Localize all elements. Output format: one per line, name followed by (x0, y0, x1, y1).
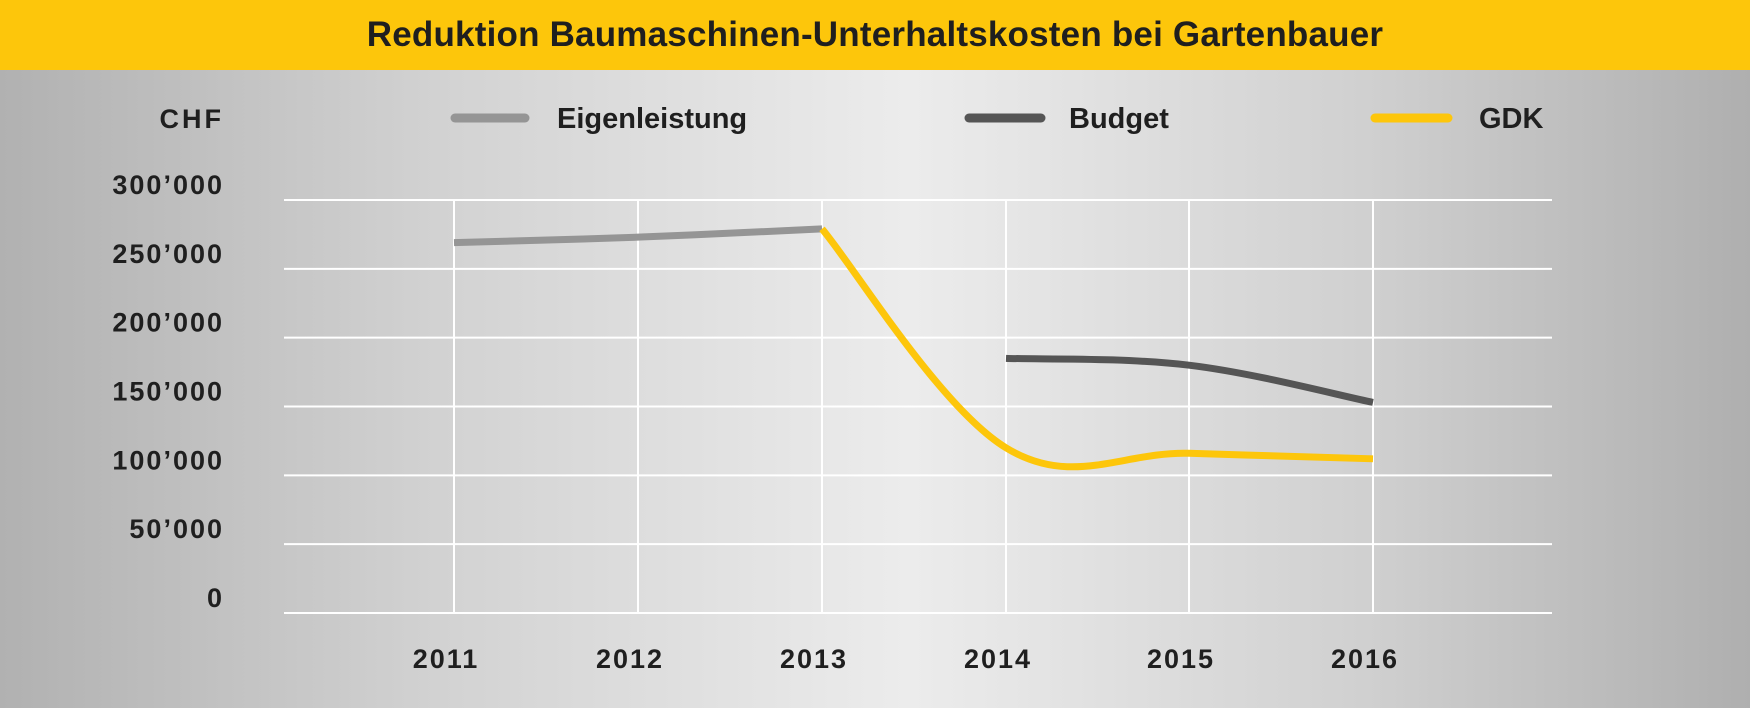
y-tick-label: 150’000 (112, 377, 224, 407)
x-tick-label: 2012 (596, 644, 664, 674)
legend-label: Eigenleistung (557, 103, 747, 135)
x-tick-label: 2014 (964, 644, 1032, 674)
y-tick-label: 0 (207, 583, 224, 613)
x-tick-label: 2013 (780, 644, 848, 674)
y-axis-ticks: 0 50’000 100’000 150’000 200’000 250’000 300’0… (112, 170, 224, 613)
series-line-budget (1005, 354, 1374, 406)
series-line-eigenleistung (453, 225, 823, 247)
y-tick-label: 200’000 (112, 308, 224, 338)
legend-label: Budget (1069, 103, 1169, 135)
y-tick-label: 300’000 (112, 170, 224, 200)
y-tick-label: 250’000 (112, 239, 224, 269)
x-tick-label: 2016 (1331, 644, 1399, 674)
y-tick-label: 50’000 (129, 514, 224, 544)
title-bar: Reduktion Baumaschinen-Unterhaltskosten … (0, 0, 1750, 70)
x-tick-label: 2015 (1147, 644, 1215, 674)
x-axis-ticks: 2011 2012 2013 2014 2015 2016 (413, 644, 1399, 674)
series-line-gdk (819, 226, 1374, 471)
y-axis-label: CHF (160, 104, 225, 134)
series-lines (453, 225, 1374, 471)
chart-title: Reduktion Baumaschinen-Unterhaltskosten … (366, 15, 1384, 54)
gridlines (284, 199, 1552, 614)
legend-label: GDK (1479, 103, 1544, 135)
legend: Eigenleistung Budget GDK (450, 103, 1544, 135)
x-tick-label: 2011 (413, 644, 480, 674)
y-tick-label: 100’000 (112, 445, 224, 475)
